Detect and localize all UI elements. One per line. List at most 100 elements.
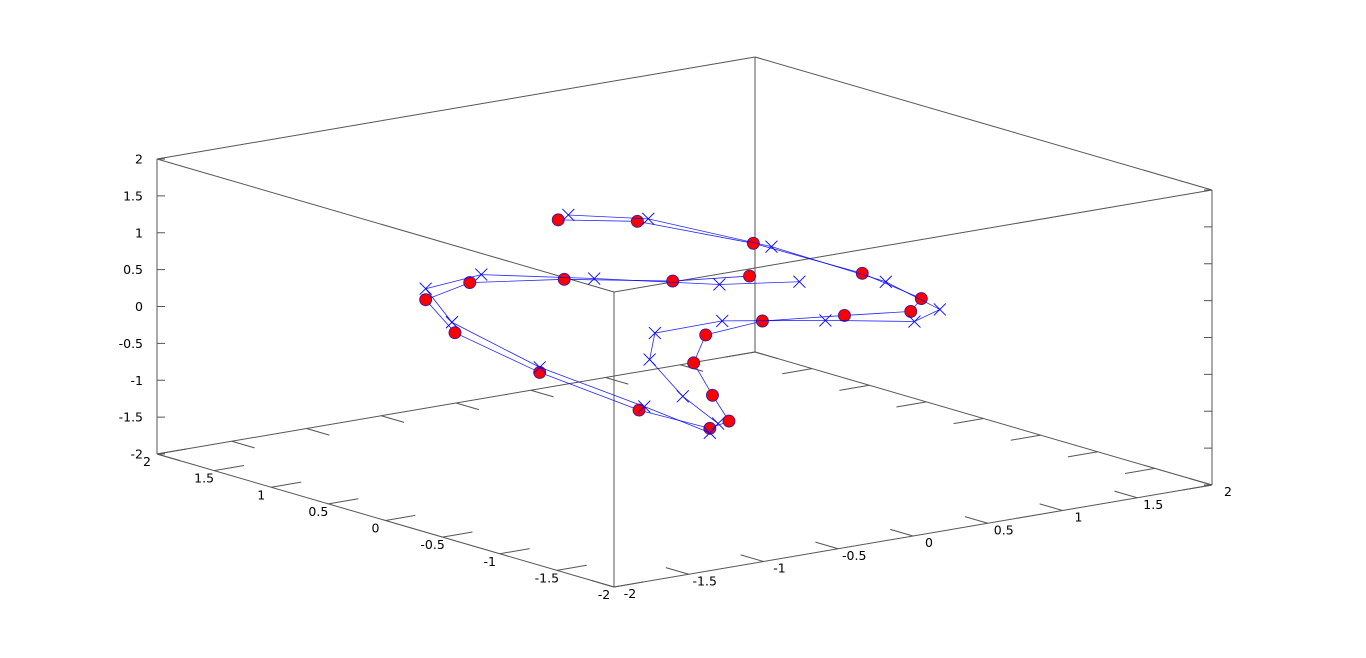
x-tick-mark [1039, 503, 1063, 511]
x-tick-mark [530, 389, 554, 398]
y-tick-mark [725, 351, 756, 358]
y-tick-label: -1 [484, 554, 496, 569]
cross-stroke [879, 275, 893, 289]
cross-stroke [445, 315, 459, 329]
y-tick-mark [896, 401, 927, 408]
cross-stroke [711, 417, 725, 430]
x-tick-mark [605, 377, 629, 385]
data-point-circle [904, 304, 918, 318]
data-point-circle [551, 213, 565, 227]
x-tick-mark [156, 453, 180, 462]
data-point-circle [533, 365, 547, 379]
data-point-cross [445, 315, 459, 329]
data-point-cross [562, 208, 575, 222]
z-tick-label: 0 [135, 299, 143, 314]
x-tick-mark [665, 567, 689, 575]
data-point-circle [630, 214, 644, 228]
series-2 [419, 208, 947, 440]
z-tick-label: -1.5 [119, 410, 143, 425]
x-tick-label: 1.5 [1143, 497, 1163, 512]
cross-stroke [643, 353, 656, 366]
y-tick-mark [1067, 451, 1098, 458]
cross-stroke [638, 400, 651, 413]
x-tick-label: -1 [773, 561, 785, 576]
z-tick-label: -1 [131, 373, 143, 388]
x-tick-label: 1 [1075, 510, 1083, 525]
box-top-edge [156, 56, 756, 160]
y-tick-label: 1 [257, 487, 265, 502]
box-top-edge [613, 189, 1213, 293]
cross-stroke [933, 303, 947, 316]
y-tick-mark [953, 418, 984, 425]
x-tick-mark [1189, 477, 1213, 486]
x-tick-mark [740, 554, 764, 562]
y-tick-mark [839, 384, 870, 391]
data-point-circle [914, 292, 928, 306]
x-tick-mark [381, 415, 405, 423]
data-point-cross [648, 326, 662, 340]
z-tick-label: -2 [131, 447, 143, 462]
data-point-circle [706, 388, 719, 402]
data-point-cross [715, 314, 729, 328]
data-point-circle [557, 272, 571, 286]
data-point-cross [643, 353, 656, 366]
data-series [419, 208, 947, 440]
x-tick-label: -1.5 [693, 573, 717, 588]
cross-stroke [715, 314, 729, 328]
data-point-cross [933, 303, 947, 316]
x-tick-mark [306, 428, 330, 436]
data-point-cross [638, 400, 651, 413]
series-line [424, 214, 941, 434]
y-tick-mark [1010, 434, 1041, 441]
data-point-cross [587, 272, 601, 285]
y-tick-mark [328, 498, 359, 505]
data-point-cross [793, 275, 806, 289]
cross-stroke [713, 278, 726, 291]
y-tick-label: 0.5 [308, 504, 328, 519]
box-top-edge [754, 56, 1213, 191]
x-tick-mark [591, 579, 615, 588]
y-tick-mark [1124, 467, 1155, 474]
z-axis-tick-labels: -2 -1.5 -1 -0.5 0 0.5 1 1.5 2 [119, 152, 143, 462]
data-point-circle [743, 269, 757, 283]
y-tick-mark [613, 581, 644, 588]
x-tick-mark [455, 402, 479, 411]
y-tick-mark [499, 548, 530, 555]
x-tick-mark [754, 351, 778, 360]
data-point-cross [711, 417, 725, 430]
data-point-cross [474, 268, 488, 281]
x-tick-mark [1114, 490, 1138, 499]
z-tick-label: 1 [135, 225, 143, 240]
x-tick-mark [815, 541, 839, 550]
cross-stroke [562, 208, 575, 222]
data-point-cross [641, 212, 655, 226]
x-tick-label: 2 [1224, 484, 1232, 499]
x-tick-mark [964, 516, 988, 524]
data-point-circle [448, 326, 462, 340]
data-point-cross [419, 282, 432, 295]
z-tick-label: -0.5 [119, 336, 143, 351]
y-tick-mark [214, 465, 245, 472]
data-point-circle [419, 293, 433, 307]
cross-stroke [641, 212, 655, 226]
data-point-circle [722, 414, 736, 428]
cross-stroke [819, 314, 832, 327]
cross-stroke [533, 360, 547, 374]
data-point-cross [908, 315, 921, 328]
box-top-edge [156, 158, 615, 293]
y-tick-label: -2 [598, 587, 610, 602]
data-point-cross [765, 240, 778, 253]
data-point-cross [533, 360, 547, 374]
y-tick-mark [271, 481, 302, 488]
data-point-circle [632, 403, 646, 417]
cross-stroke [765, 240, 778, 253]
y-tick-mark [385, 514, 416, 521]
cross-stroke [908, 315, 921, 328]
data-point-circle [746, 236, 760, 250]
cross-stroke [474, 268, 488, 281]
cross-stroke [587, 272, 601, 285]
x-axis-tick-labels: -2 -1.5 -1 -0.5 0 0.5 1 1.5 2 [624, 484, 1232, 601]
x-tick-mark [231, 440, 255, 449]
data-point-circle [463, 276, 477, 290]
data-point-circle [699, 328, 713, 342]
